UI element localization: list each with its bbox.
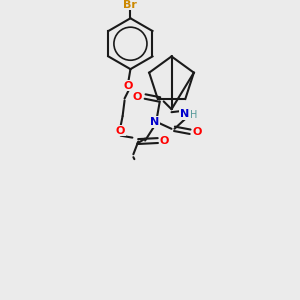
Text: N: N: [180, 109, 189, 119]
Text: O: O: [192, 127, 202, 137]
Text: H: H: [190, 110, 198, 120]
Text: O: O: [124, 81, 133, 91]
Text: Br: Br: [124, 0, 137, 10]
Text: N: N: [150, 117, 160, 127]
Text: O: O: [133, 92, 142, 101]
Text: O: O: [116, 126, 125, 136]
Text: O: O: [160, 136, 169, 146]
